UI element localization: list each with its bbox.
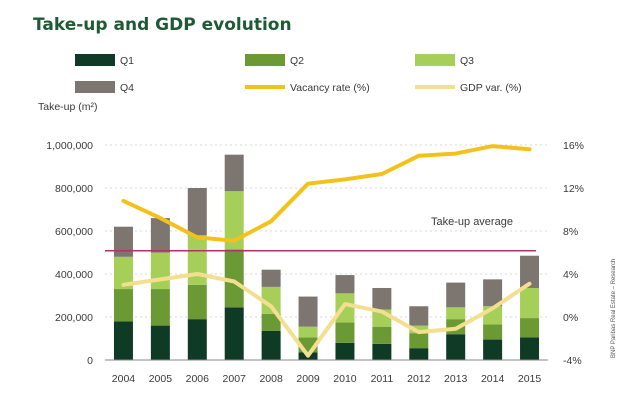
x-tick-label: 2007 — [223, 373, 247, 385]
y-tick-label: 600,000 — [55, 226, 93, 238]
y2-tick-label: 0% — [563, 312, 578, 324]
bar-q4 — [113, 226, 133, 257]
x-tick-label: 2009 — [296, 373, 320, 385]
bar-q1 — [224, 307, 244, 360]
x-tick-label: 2012 — [407, 373, 431, 385]
y-tick-label: 1,000,000 — [46, 140, 93, 152]
bar-q1 — [113, 321, 133, 360]
x-tick-label: 2008 — [259, 373, 283, 385]
bar-q2 — [224, 249, 244, 308]
bar-q2 — [483, 324, 503, 340]
bar-q4 — [335, 275, 355, 294]
bar-q1 — [520, 337, 540, 360]
legend-label: Q3 — [460, 55, 474, 67]
source-note: BNP Paribas Real Estate – Research — [611, 259, 617, 358]
legend-label: GDP var. (%) — [460, 82, 522, 94]
y2-tick-label: 8% — [563, 226, 578, 238]
x-tick-label: 2014 — [481, 373, 505, 385]
x-tick-label: 2004 — [112, 373, 136, 385]
legend-label: Q4 — [120, 82, 134, 94]
y-tick-label: 0 — [87, 355, 93, 367]
bar-q2 — [113, 289, 133, 322]
x-tick-label: 2015 — [518, 373, 542, 385]
bar-q4 — [224, 154, 244, 192]
x-tick-label: 2011 — [371, 373, 394, 385]
bar-q4 — [187, 188, 207, 236]
legend-swatch — [415, 54, 455, 66]
chart-title: Take-up and GDP evolution — [33, 15, 292, 35]
bar-q4 — [298, 296, 318, 327]
reference-line-label: Take-up average — [431, 216, 513, 228]
y-axis-ticks: 1,000,000 800,000 600,000 400,000 200,000 0 — [46, 140, 93, 367]
bar-q3 — [446, 307, 466, 320]
legend-swatch — [75, 54, 115, 66]
bar-q3 — [187, 235, 207, 285]
bar-q4 — [483, 279, 503, 307]
line-vacancy-rate — [121, 144, 532, 243]
y2-tick-label: 16% — [563, 140, 584, 152]
x-tick-label: 2006 — [186, 373, 210, 385]
y-tick-label: 400,000 — [55, 269, 93, 281]
bar-q3 — [224, 191, 244, 250]
bar-q3 — [409, 325, 429, 334]
bar-q2 — [187, 284, 207, 320]
bar-q1 — [446, 334, 466, 360]
x-axis-ticks: 2004 2005 2006 2007 2008 2009 2010 2011 2012 2013… — [112, 373, 542, 385]
bar-q3 — [113, 256, 133, 290]
bar-q4 — [520, 255, 540, 288]
bar-q2 — [409, 333, 429, 349]
y2-tick-label: 4% — [563, 269, 578, 281]
bar-q3 — [261, 286, 281, 314]
bar-q3 — [520, 287, 540, 319]
bar-q4 — [446, 282, 466, 308]
bar-q4 — [150, 218, 170, 253]
bar-q3 — [150, 252, 170, 290]
legend-label: Vacancy rate (%) — [290, 82, 370, 94]
bar-q3 — [298, 326, 318, 338]
bar-q1 — [483, 339, 503, 360]
bar-q2 — [520, 318, 540, 338]
y2-tick-label: 12% — [563, 183, 584, 195]
y-axis-label: Take-up (m²) — [38, 101, 98, 113]
gridlines — [105, 144, 548, 318]
bar-q2 — [372, 326, 392, 344]
bar-q2 — [150, 289, 170, 326]
legend: Q1 Q2 Q3 Q4 Vacancy rate (%) GDP var. (%) — [75, 54, 522, 94]
y-tick-label: 200,000 — [55, 312, 93, 324]
legend-label: Q1 — [120, 55, 134, 67]
bar-q2 — [261, 313, 281, 331]
y2-tick-label: -4% — [563, 355, 582, 367]
line-series — [121, 144, 532, 358]
bar-q4 — [409, 306, 429, 326]
x-tick-label: 2010 — [333, 373, 357, 385]
y2-axis-ticks: 16% 12% 8% 4% 0% -4% — [563, 140, 584, 367]
bar-q1 — [372, 343, 392, 360]
legend-swatch — [75, 81, 115, 93]
bar-q4 — [372, 287, 392, 310]
bar-q1 — [150, 325, 170, 360]
bar-q1 — [409, 348, 429, 360]
legend-swatch — [245, 54, 285, 66]
bar-q4 — [261, 269, 281, 287]
bar-q1 — [187, 319, 207, 360]
x-tick-label: 2005 — [149, 373, 173, 385]
bar-q1 — [261, 330, 281, 360]
legend-label: Q2 — [290, 55, 304, 67]
line-gdp-var — [121, 272, 532, 358]
y-tick-label: 800,000 — [55, 183, 93, 195]
bar-q2 — [335, 322, 355, 343]
bar-q3 — [335, 293, 355, 323]
bar-q1 — [335, 342, 355, 360]
x-tick-label: 2013 — [444, 373, 468, 385]
